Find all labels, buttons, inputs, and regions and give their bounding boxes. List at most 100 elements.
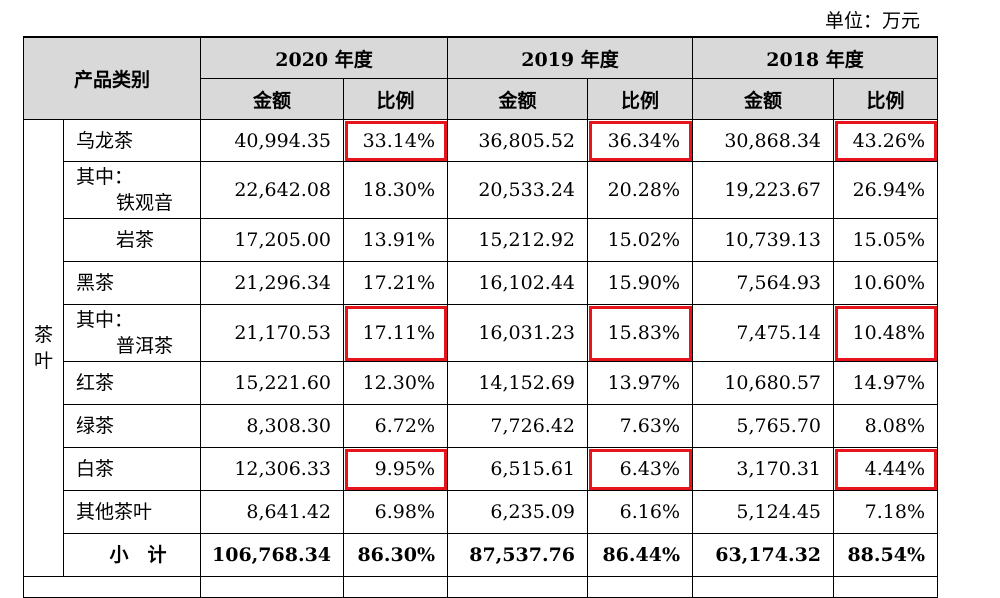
- header-year-2020: 2020 年度: [200, 36, 449, 79]
- cell: 20.28%: [587, 161, 694, 219]
- cell: 6.98%: [343, 490, 449, 534]
- cell-empty: [833, 576, 939, 598]
- cell: 15.05%: [833, 218, 939, 262]
- cell: 30,868.34: [692, 119, 835, 162]
- header-ratio: 比例: [343, 78, 449, 120]
- cell: 26.94%: [833, 161, 939, 219]
- cell: 20,533.24: [447, 161, 589, 219]
- cell: 40,994.35: [200, 119, 345, 162]
- row-name-sub: 普洱茶: [116, 335, 174, 357]
- cell: 15,212.92: [447, 218, 589, 262]
- row-name-prefix: 其中：: [76, 309, 134, 331]
- subtotal-label: 小 计: [62, 533, 202, 577]
- cell: 106,768.34: [200, 533, 345, 577]
- cell: 8.08%: [833, 404, 939, 448]
- table-row: 岩茶 17,205.00 13.91% 15,212.92 15.02% 10,…: [24, 218, 939, 262]
- cell: 88.54%: [833, 533, 939, 577]
- cell: 18.30%: [343, 161, 449, 219]
- cell: 6.16%: [587, 490, 694, 534]
- cell: 6,235.09: [447, 490, 589, 534]
- cell-empty: [447, 576, 589, 598]
- table-row: 黑茶 21,296.34 17.21% 16,102.44 15.90% 7,5…: [24, 261, 939, 305]
- table-row: 其中： 铁观音 22,642.08 18.30% 20,533.24 20.28%…: [24, 161, 939, 219]
- cell: 12.30%: [343, 361, 449, 405]
- cell-highlighted: 36.34%: [587, 119, 694, 162]
- cell: 14.97%: [833, 361, 939, 405]
- header-year-2019: 2019 年度: [447, 36, 694, 79]
- cell-empty: [587, 576, 694, 598]
- header-amount: 金额: [200, 78, 345, 120]
- cell: 86.44%: [587, 533, 694, 577]
- cell: 17,205.00: [200, 218, 345, 262]
- cell: 14,152.69: [447, 361, 589, 405]
- cell: 16,031.23: [447, 304, 589, 362]
- cell: 8,641.42: [200, 490, 345, 534]
- cell-highlighted: 33.14%: [343, 119, 449, 162]
- cell: 10.60%: [833, 261, 939, 305]
- cell: 6,515.61: [447, 447, 589, 491]
- cell: 21,170.53: [200, 304, 345, 362]
- header-amount: 金额: [447, 78, 589, 120]
- cell: 86.30%: [343, 533, 449, 577]
- cell: 5,765.70: [692, 404, 835, 448]
- cell: 63,174.32: [692, 533, 835, 577]
- cell: 7.18%: [833, 490, 939, 534]
- cell: 15.02%: [587, 218, 694, 262]
- cell: 15.90%: [587, 261, 694, 305]
- cell: 22,642.08: [200, 161, 345, 219]
- cell: 7.63%: [587, 404, 694, 448]
- row-name: 黑茶: [62, 261, 202, 305]
- cell: 5,124.45: [692, 490, 835, 534]
- cell-highlighted: 6.43%: [587, 447, 694, 491]
- cell-highlighted: 17.11%: [343, 304, 449, 362]
- table-row: 红茶 15,221.60 12.30% 14,152.69 13.97% 10,…: [24, 361, 939, 405]
- header-category: 产品类别: [22, 36, 202, 120]
- cell: 8,308.30: [200, 404, 345, 448]
- cell: 15,221.60: [200, 361, 345, 405]
- cell: 6.72%: [343, 404, 449, 448]
- cell-empty: [200, 576, 345, 598]
- cell-empty: [692, 576, 835, 598]
- cell: 7,475.14: [692, 304, 835, 362]
- header-ratio: 比例: [833, 78, 939, 120]
- cell: 19,223.67: [692, 161, 835, 219]
- group-label-text: 茶叶: [33, 324, 53, 372]
- cell: 10,739.13: [692, 218, 835, 262]
- table-row: 茶叶 乌龙茶 40,994.35 33.14% 36,805.52 36.34%…: [23, 119, 939, 577]
- cell: 13.91%: [343, 218, 449, 262]
- cell-empty: [22, 576, 202, 598]
- cell: 7,564.93: [692, 261, 835, 305]
- table-row-cut: [22, 576, 939, 598]
- group-label: 茶叶: [23, 119, 64, 577]
- cell: 21,296.34: [200, 261, 345, 305]
- cell: 87,537.76: [447, 533, 589, 577]
- row-name-prefix: 其中：: [76, 166, 134, 188]
- cell-highlighted: 43.26%: [833, 119, 939, 162]
- tea-sales-table: 产品类别 2020 年度 2019 年度 2018 年度 金额 比例 金额 比例…: [22, 36, 939, 598]
- row-name: 其中： 普洱茶: [62, 304, 202, 362]
- header-ratio: 比例: [587, 78, 694, 120]
- row-name: 其中： 铁观音: [62, 161, 202, 219]
- row-name: 绿茶: [62, 404, 202, 448]
- cell-highlighted: 9.95%: [343, 447, 449, 491]
- row-name: 岩茶: [62, 218, 202, 262]
- cell-highlighted: 15.83%: [587, 304, 694, 362]
- table-row: 绿茶 8,308.30 6.72% 7,726.42 7.63% 5,765.7…: [24, 404, 939, 448]
- header-amount: 金额: [692, 78, 835, 120]
- cell: 17.21%: [343, 261, 449, 305]
- cell: 13.97%: [587, 361, 694, 405]
- table-row: 其中： 普洱茶 21,170.53 17.11% 16,031.23 15.83%…: [24, 304, 939, 362]
- cell: 7,726.42: [447, 404, 589, 448]
- cell: 16,102.44: [447, 261, 589, 305]
- row-name: 白茶: [62, 447, 202, 491]
- subtotal-row: 小 计 106,768.34 86.30% 87,537.76 86.44% 6…: [24, 533, 939, 577]
- table-row: 其他茶叶 8,641.42 6.98% 6,235.09 6.16% 5,124…: [24, 490, 939, 534]
- cell: 12,306.33: [200, 447, 345, 491]
- cell: 36,805.52: [447, 119, 589, 162]
- row-name: 红茶: [62, 361, 202, 405]
- cell: 10,680.57: [692, 361, 835, 405]
- row-name: 乌龙茶: [62, 119, 202, 162]
- cell-empty: [343, 576, 449, 598]
- cell-highlighted: 4.44%: [833, 447, 939, 491]
- cell-highlighted: 10.48%: [833, 304, 939, 362]
